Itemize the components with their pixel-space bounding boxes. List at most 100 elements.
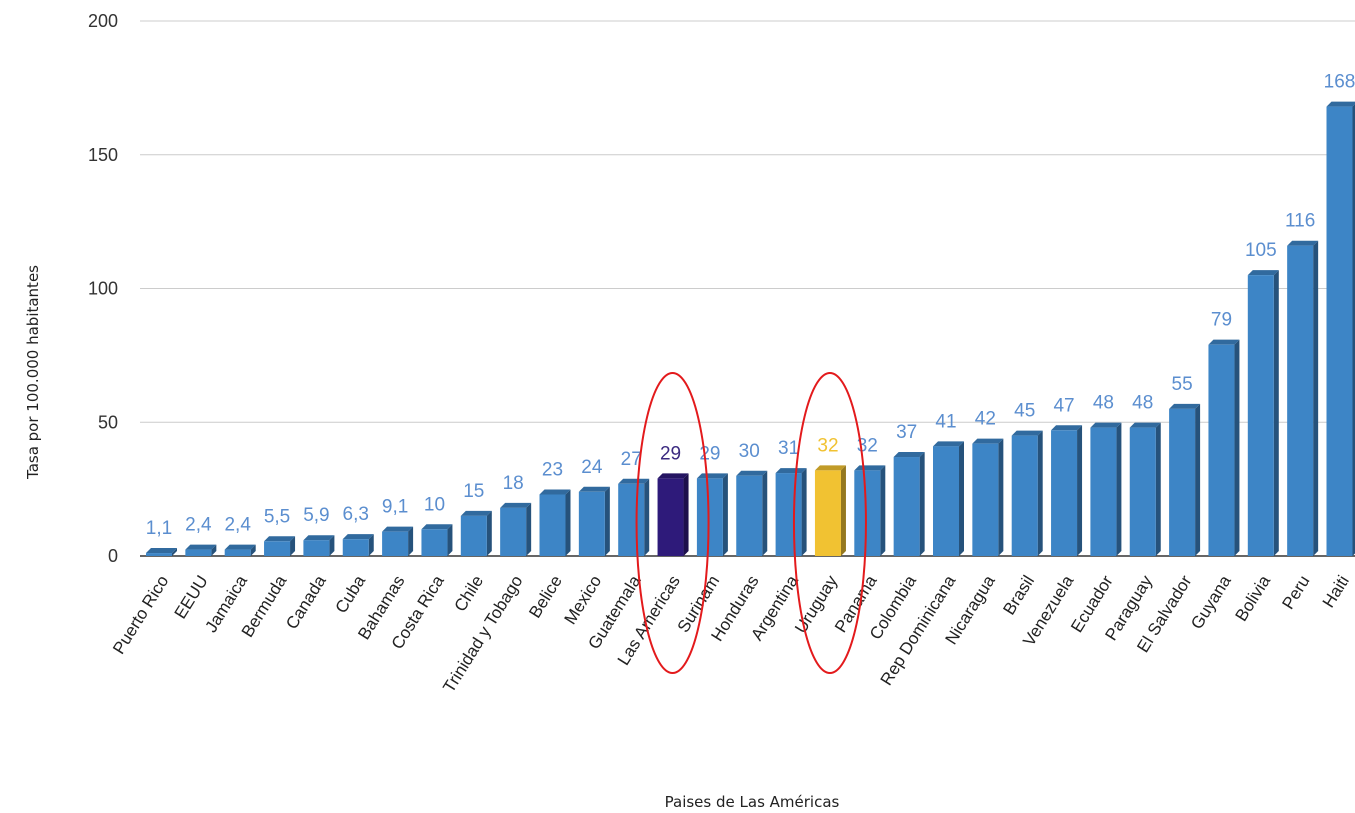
data-label: 79: [1211, 310, 1232, 331]
bar-side: [1274, 270, 1279, 556]
bar-front: [461, 516, 487, 556]
category-label: Bolivia: [1232, 572, 1275, 625]
data-label: 48: [1132, 393, 1153, 414]
bar-side: [1156, 423, 1161, 556]
bar-top: [1248, 270, 1279, 275]
bar-side: [1077, 425, 1082, 556]
bar: [1327, 102, 1355, 556]
bar-top: [1090, 423, 1121, 428]
category-label: EEUU: [171, 572, 212, 622]
y-tick-label: 100: [88, 279, 118, 299]
bar-front: [894, 457, 920, 556]
bar-side: [959, 441, 964, 556]
bar-top: [540, 489, 571, 494]
data-label: 116: [1285, 211, 1315, 232]
bar-top: [343, 534, 374, 539]
bar: [500, 503, 531, 556]
data-label: 9,1: [382, 497, 408, 518]
bar: [146, 548, 177, 556]
bar: [1287, 241, 1318, 556]
bar-front: [854, 470, 880, 556]
bar-front: [382, 532, 408, 556]
bar-top: [815, 465, 846, 470]
category-label: Puerto Rico: [109, 572, 172, 657]
bar-top: [421, 524, 452, 529]
bar-front: [1287, 246, 1313, 556]
bar-front: [303, 540, 329, 556]
bar: [815, 465, 846, 556]
bar: [1051, 425, 1082, 556]
bar-top: [933, 441, 964, 446]
data-label: 105: [1245, 240, 1277, 261]
data-label: 168: [1324, 72, 1355, 93]
bar-top: [225, 545, 256, 550]
bar-front: [540, 494, 566, 556]
bar-side: [723, 473, 728, 556]
bar-side: [447, 524, 452, 556]
bar: [618, 479, 649, 556]
data-label: 41: [935, 411, 956, 432]
bar-front: [225, 550, 251, 556]
y-axis-ticks: 0 50 100 150 200: [88, 11, 118, 566]
bar-top: [736, 471, 767, 476]
category-label: Canada: [282, 572, 330, 633]
bar-front: [1051, 430, 1077, 556]
bar: [461, 511, 492, 556]
bar-side: [762, 471, 767, 556]
data-label: 32: [817, 435, 838, 456]
data-label: 10: [424, 494, 445, 515]
bar-side: [526, 503, 531, 556]
bar-front: [421, 529, 447, 556]
data-label: 5,9: [303, 505, 329, 526]
bar: [540, 489, 571, 556]
bar: [736, 471, 767, 556]
bar-top: [146, 548, 177, 553]
bar-front: [185, 550, 211, 556]
data-label: 15: [463, 481, 484, 502]
bar-top: [1208, 340, 1239, 345]
bar: [933, 441, 964, 556]
bar-side: [1116, 423, 1121, 556]
bar-front: [500, 508, 526, 556]
bar-front: [264, 541, 290, 556]
data-label: 2,4: [185, 515, 212, 536]
bar-top: [972, 439, 1003, 444]
bar: [303, 535, 334, 556]
bar-top: [1012, 431, 1043, 436]
bar-top: [461, 511, 492, 516]
bar-front: [1090, 428, 1116, 556]
bar: [776, 468, 807, 556]
bar: [894, 452, 925, 556]
bar-front: [972, 444, 998, 556]
bar: [185, 545, 216, 556]
bar-side: [1313, 241, 1318, 556]
bar: [854, 465, 885, 556]
bar-front: [1327, 107, 1353, 556]
bar-top: [658, 473, 689, 478]
bar-side: [408, 527, 413, 556]
bar-side: [880, 465, 885, 556]
y-axis-title: Tasa por 100.000 habitantes: [24, 265, 42, 480]
bars: [146, 102, 1355, 556]
category-label: Chile: [451, 572, 488, 615]
bar: [1130, 423, 1161, 556]
category-label: Trinidad y Tobago: [439, 572, 526, 696]
bar-top: [382, 527, 413, 532]
data-label: 48: [1093, 393, 1114, 414]
bar-top: [579, 487, 610, 492]
bar: [972, 439, 1003, 556]
y-tick-label: 200: [88, 11, 118, 31]
bar-front: [933, 446, 959, 556]
bar-top: [894, 452, 925, 457]
bar-top: [303, 535, 334, 540]
bar: [382, 527, 413, 556]
bar-front: [1248, 275, 1274, 556]
bar: [658, 473, 689, 556]
bar-front: [146, 553, 172, 556]
data-label: 6,3: [343, 504, 369, 525]
bar-side: [644, 479, 649, 556]
category-label: Belice: [525, 572, 566, 621]
data-label: 45: [1014, 401, 1035, 422]
